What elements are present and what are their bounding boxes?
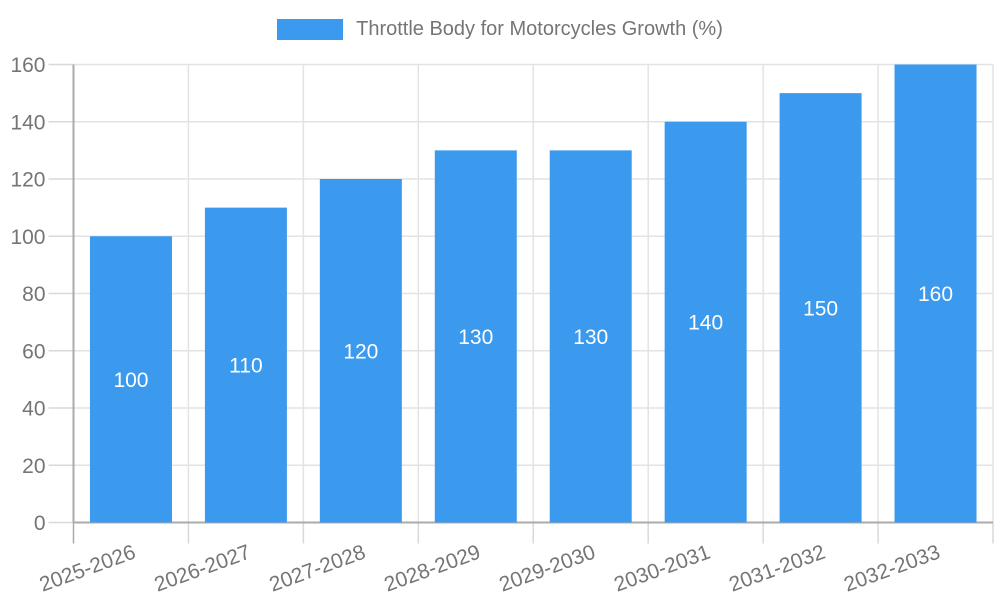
bar-value-label: 160 <box>918 283 953 306</box>
x-axis-label: 2029-2030 <box>496 541 598 597</box>
x-axis-label: 2025-2026 <box>36 541 138 597</box>
y-axis-tick-label: 160 <box>10 54 45 77</box>
x-axis-label: 2032-2033 <box>841 541 943 597</box>
x-axis-label: 2030-2031 <box>611 541 713 597</box>
bar-value-label: 130 <box>458 326 493 349</box>
legend-swatch <box>277 19 344 40</box>
y-axis-tick-label: 0 <box>34 512 46 535</box>
y-axis-tick-label: 20 <box>22 455 45 478</box>
y-axis-tick-label: 100 <box>10 226 45 249</box>
y-axis-tick-label: 60 <box>22 340 45 363</box>
bar[interactable] <box>89 236 172 523</box>
x-axis-label: 2026-2027 <box>151 541 253 597</box>
bar[interactable] <box>779 93 862 523</box>
bar-value-label: 100 <box>113 369 148 392</box>
legend-title: Throttle Body for Motorcycles Growth (%) <box>356 18 723 40</box>
bar[interactable] <box>319 179 402 523</box>
bar-value-label: 110 <box>229 355 262 378</box>
bar[interactable] <box>434 150 517 523</box>
x-axis-label: 2027-2028 <box>266 541 368 597</box>
y-axis-tick-label: 120 <box>10 169 45 192</box>
y-axis-tick-label: 40 <box>22 398 45 421</box>
y-axis-tick-label: 80 <box>22 283 45 306</box>
y-axis-tick-label: 140 <box>10 111 45 134</box>
bar-value-label: 120 <box>343 340 378 363</box>
bar[interactable] <box>894 64 977 523</box>
x-axis-label: 2028-2029 <box>381 541 483 597</box>
legend[interactable]: Throttle Body for Motorcycles Growth (%) <box>0 19 1000 40</box>
bar[interactable] <box>664 121 747 523</box>
bar-value-label: 130 <box>573 326 608 349</box>
bar[interactable] <box>204 207 287 523</box>
x-axis-label: 2031-2032 <box>726 541 828 597</box>
bar-value-label: 150 <box>803 297 838 320</box>
bar-value-label: 140 <box>688 312 723 335</box>
bar[interactable] <box>549 150 632 523</box>
